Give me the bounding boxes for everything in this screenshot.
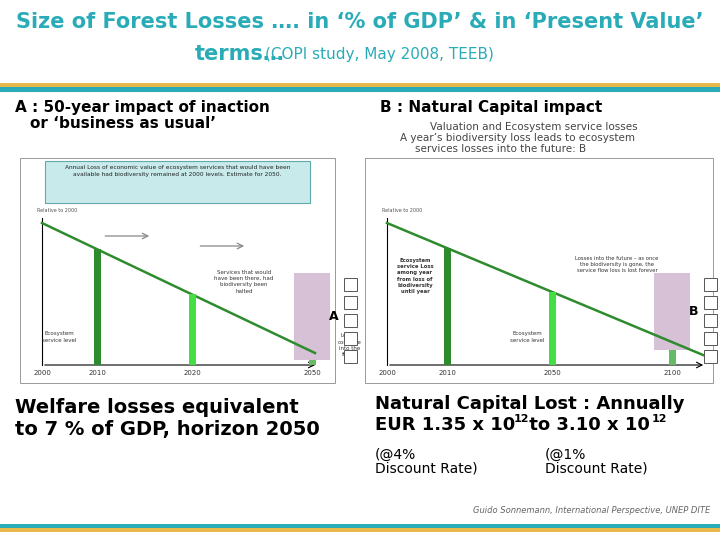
Text: 2000: 2000 xyxy=(33,370,51,376)
Text: to 7 % of GDP, horizon 2050: to 7 % of GDP, horizon 2050 xyxy=(15,420,320,439)
Text: Natural Capital Lost : Annually: Natural Capital Lost : Annually xyxy=(375,395,685,413)
Bar xyxy=(189,294,196,365)
Bar xyxy=(704,296,717,309)
Text: Discount Rate): Discount Rate) xyxy=(375,462,477,476)
Text: Losses
continue
into the
future: Losses continue into the future xyxy=(338,333,362,357)
Text: Valuation and Ecosystem service losses: Valuation and Ecosystem service losses xyxy=(430,122,638,132)
Bar xyxy=(0,83,720,87)
Text: Annual Loss of economic value of ecosystem services that would have been
availab: Annual Loss of economic value of ecosyst… xyxy=(65,165,290,177)
Bar xyxy=(704,350,717,363)
Text: 12: 12 xyxy=(652,414,667,424)
Text: Services that would
have been there, had
biodiversity been
halted: Services that would have been there, had… xyxy=(215,270,274,294)
Bar xyxy=(704,278,717,291)
Text: to 3.10 x 10: to 3.10 x 10 xyxy=(523,416,650,434)
Text: B : Natural Capital impact: B : Natural Capital impact xyxy=(380,100,602,115)
Bar xyxy=(344,296,357,309)
Text: 2100: 2100 xyxy=(663,370,681,376)
Text: Ecosystem
service level: Ecosystem service level xyxy=(42,332,76,342)
Text: Relative to 2000: Relative to 2000 xyxy=(37,208,77,213)
Text: Relative to 2000: Relative to 2000 xyxy=(382,208,422,213)
Text: Welfare losses equivalent: Welfare losses equivalent xyxy=(15,398,299,417)
Text: 2050: 2050 xyxy=(303,370,321,376)
Bar xyxy=(704,332,717,345)
Text: Ecosystem
service Loss
among year
from loss of
biodiversity
until year: Ecosystem service Loss among year from l… xyxy=(397,258,433,294)
Bar xyxy=(668,350,675,365)
Bar xyxy=(94,249,101,365)
Text: 2010: 2010 xyxy=(438,370,456,376)
Text: 2050: 2050 xyxy=(543,370,561,376)
Bar xyxy=(0,524,720,528)
Text: A year’s biodiversity loss leads to ecosystem: A year’s biodiversity loss leads to ecos… xyxy=(400,133,635,143)
Bar xyxy=(549,292,556,365)
Text: 2000: 2000 xyxy=(378,370,396,376)
Bar xyxy=(704,314,717,327)
Text: (@1%: (@1% xyxy=(545,448,586,462)
Bar xyxy=(0,87,720,91)
Bar xyxy=(20,158,335,383)
Text: (COPI study, May 2008, TEEB): (COPI study, May 2008, TEEB) xyxy=(265,47,494,62)
Text: A: A xyxy=(329,310,339,323)
Text: Size of Forest Losses …. in ‘% of GDP’ & in ‘Present Value’: Size of Forest Losses …. in ‘% of GDP’ &… xyxy=(16,12,704,32)
Bar xyxy=(344,314,357,327)
Text: terms…: terms… xyxy=(195,44,284,64)
Text: or ‘business as usual’: or ‘business as usual’ xyxy=(30,116,216,131)
Text: Losses into the future – as once
the biodiversity is gone, the
service flow loss: Losses into the future – as once the bio… xyxy=(575,256,659,273)
Bar xyxy=(294,273,330,360)
Text: EUR 1.35 x 10: EUR 1.35 x 10 xyxy=(375,416,516,434)
Bar xyxy=(0,528,720,532)
Text: Guido Sonnemann, International Perspective, UNEP DITE: Guido Sonnemann, International Perspecti… xyxy=(473,506,710,515)
Text: Ecosystem
service level: Ecosystem service level xyxy=(510,332,544,342)
Text: 12: 12 xyxy=(514,414,529,424)
Text: 2010: 2010 xyxy=(88,370,106,376)
Text: 2020: 2020 xyxy=(183,370,201,376)
Bar xyxy=(344,350,357,363)
Text: Discount Rate): Discount Rate) xyxy=(545,462,647,476)
Bar xyxy=(45,161,310,203)
Bar xyxy=(365,158,713,383)
Bar xyxy=(308,360,315,365)
Bar xyxy=(444,248,451,365)
Bar xyxy=(344,278,357,291)
Bar xyxy=(654,273,690,350)
Bar xyxy=(344,332,357,345)
Text: (@4%: (@4% xyxy=(375,448,416,462)
Text: services losses into the future: B: services losses into the future: B xyxy=(415,144,586,154)
Text: A : 50-year impact of inaction: A : 50-year impact of inaction xyxy=(15,100,270,115)
Text: B: B xyxy=(689,305,698,318)
